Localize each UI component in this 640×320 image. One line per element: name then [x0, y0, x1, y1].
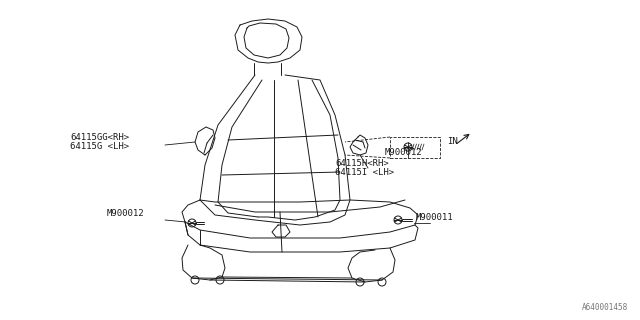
Text: M900012: M900012 [107, 209, 145, 218]
Text: 64115H<RH>: 64115H<RH> [335, 159, 388, 168]
Text: M900012: M900012 [385, 148, 422, 157]
Text: M900011: M900011 [416, 213, 454, 222]
Text: 64115GG<RH>: 64115GG<RH> [70, 133, 129, 142]
Text: A640001458: A640001458 [582, 303, 628, 312]
Text: 64115I <LH>: 64115I <LH> [335, 168, 394, 177]
Text: IN: IN [447, 137, 458, 146]
Text: 64115G <LH>: 64115G <LH> [70, 142, 129, 151]
